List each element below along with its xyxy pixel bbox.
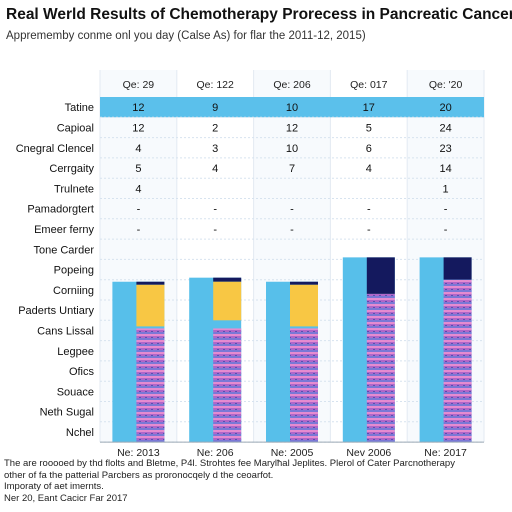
row-label: Capioal: [57, 122, 94, 134]
table-cell-value: 10: [286, 143, 298, 155]
table-cell-value: -: [367, 204, 371, 216]
table-cell-value: 7: [289, 163, 295, 175]
row-label: Cerrgaity: [49, 163, 94, 175]
bar-patterned-segment: [443, 279, 472, 443]
table-cell-value: 20: [439, 102, 451, 114]
bar-navy-segment: [213, 277, 242, 282]
table-cell-value: 12: [286, 122, 298, 134]
table-cell-value: 17: [363, 102, 375, 114]
table-cell-value: -: [444, 204, 448, 216]
row-label: Emeer ferny: [34, 224, 94, 236]
table-cell-value: 6: [366, 143, 372, 155]
row-label: Tone Carder: [33, 244, 94, 256]
column-header: Qe: 206: [273, 79, 311, 91]
row-label: Pamadorgtert: [27, 204, 94, 216]
footnote-line-1: The are rooooed by thd flolts and Bletme…: [4, 458, 455, 469]
chart-title: Real Werld Results of Chemotherapy Prore…: [6, 6, 512, 23]
table-cell-value: -: [290, 224, 294, 236]
table-cell-value: 9: [212, 102, 218, 114]
bar-navy-segment: [290, 281, 318, 285]
row-label: Souace: [57, 386, 94, 398]
bar-patterned-segment: [213, 328, 242, 443]
row-label: Nchel: [66, 427, 94, 439]
table-cell-value: -: [137, 204, 141, 216]
bar-patterned-segment: [290, 328, 318, 443]
table-cell-value: -: [367, 224, 371, 236]
table-cell-value: -: [213, 224, 217, 236]
x-tick-label: Ne: 206: [197, 447, 234, 459]
footnote-line-3: Imporaty of aet imernts.: [4, 481, 104, 492]
footnote-line-2: other of fa the patterial Parcbers as pr…: [4, 469, 274, 481]
table-cell-value: 14: [439, 163, 451, 175]
table-cell-value: 1: [443, 183, 449, 195]
table-cell-value: -: [213, 204, 217, 216]
table-cell-value: 12: [132, 102, 144, 114]
row-label: Tatine: [65, 102, 94, 114]
x-tick-label: Ne: 2013: [117, 447, 160, 459]
row-label: Popeing: [54, 265, 94, 277]
table-cell-value: 4: [366, 163, 372, 175]
bar-patterned-segment: [136, 328, 165, 443]
table-cell-value: 5: [135, 163, 141, 175]
x-tick-label: Nev 2006: [346, 447, 391, 459]
table-cell-value: 23: [439, 143, 451, 155]
bar-navy-segment: [366, 257, 395, 294]
bar-yellow-segment: [136, 284, 165, 327]
table-cell-value: 4: [212, 163, 218, 175]
bar-yellow-segment: [290, 284, 318, 327]
table-cell-value: 3: [212, 143, 218, 155]
row-label: Corniing: [53, 285, 94, 297]
table-cell-value: -: [444, 224, 448, 236]
table-cell-value: 4: [135, 183, 141, 195]
row-label: Cnegral Clencel: [16, 143, 94, 155]
row-label: Ofics: [69, 366, 95, 378]
table-cell-value: 24: [439, 122, 451, 134]
footnote-line-4: Ner 20, Eant Cacicr Far 2017: [4, 492, 128, 504]
bar-yellow-segment: [213, 281, 242, 321]
table-cell-value: 2: [212, 122, 218, 134]
x-tick-label: Ne: 2005: [271, 447, 314, 459]
bar-navy-segment: [136, 281, 165, 285]
bar-navy-segment: [443, 257, 472, 280]
table-cell-value: 4: [135, 143, 141, 155]
column-header: Qe: 017: [350, 79, 388, 91]
row-label: Paderts Untiary: [18, 305, 94, 317]
x-tick-label: Ne: 2017: [424, 447, 467, 459]
table-cell-value: 12: [132, 122, 144, 134]
table-cell-value: -: [137, 224, 141, 236]
table-cell-value: 5: [366, 122, 372, 134]
table-cell-value: -: [290, 204, 294, 216]
column-header: Qe: 122: [197, 79, 235, 91]
row-label: Cans Lissal: [37, 325, 94, 337]
chart-footnote: The are rooooed by thd flolts and Bletme…: [4, 458, 508, 504]
bar-patterned-segment: [366, 293, 395, 443]
row-label: Trulnete: [54, 183, 94, 195]
row-label: Legpee: [57, 346, 94, 358]
chart-subtitle: Apprememby conme onl you day (Calse As) …: [6, 30, 366, 42]
row-label: Neth Sugal: [40, 407, 94, 419]
column-header: Qe: '20: [429, 79, 463, 91]
table-cell-value: 10: [286, 102, 298, 114]
highlight-row-band: [100, 97, 484, 118]
column-header: Qe: 29: [123, 79, 155, 91]
